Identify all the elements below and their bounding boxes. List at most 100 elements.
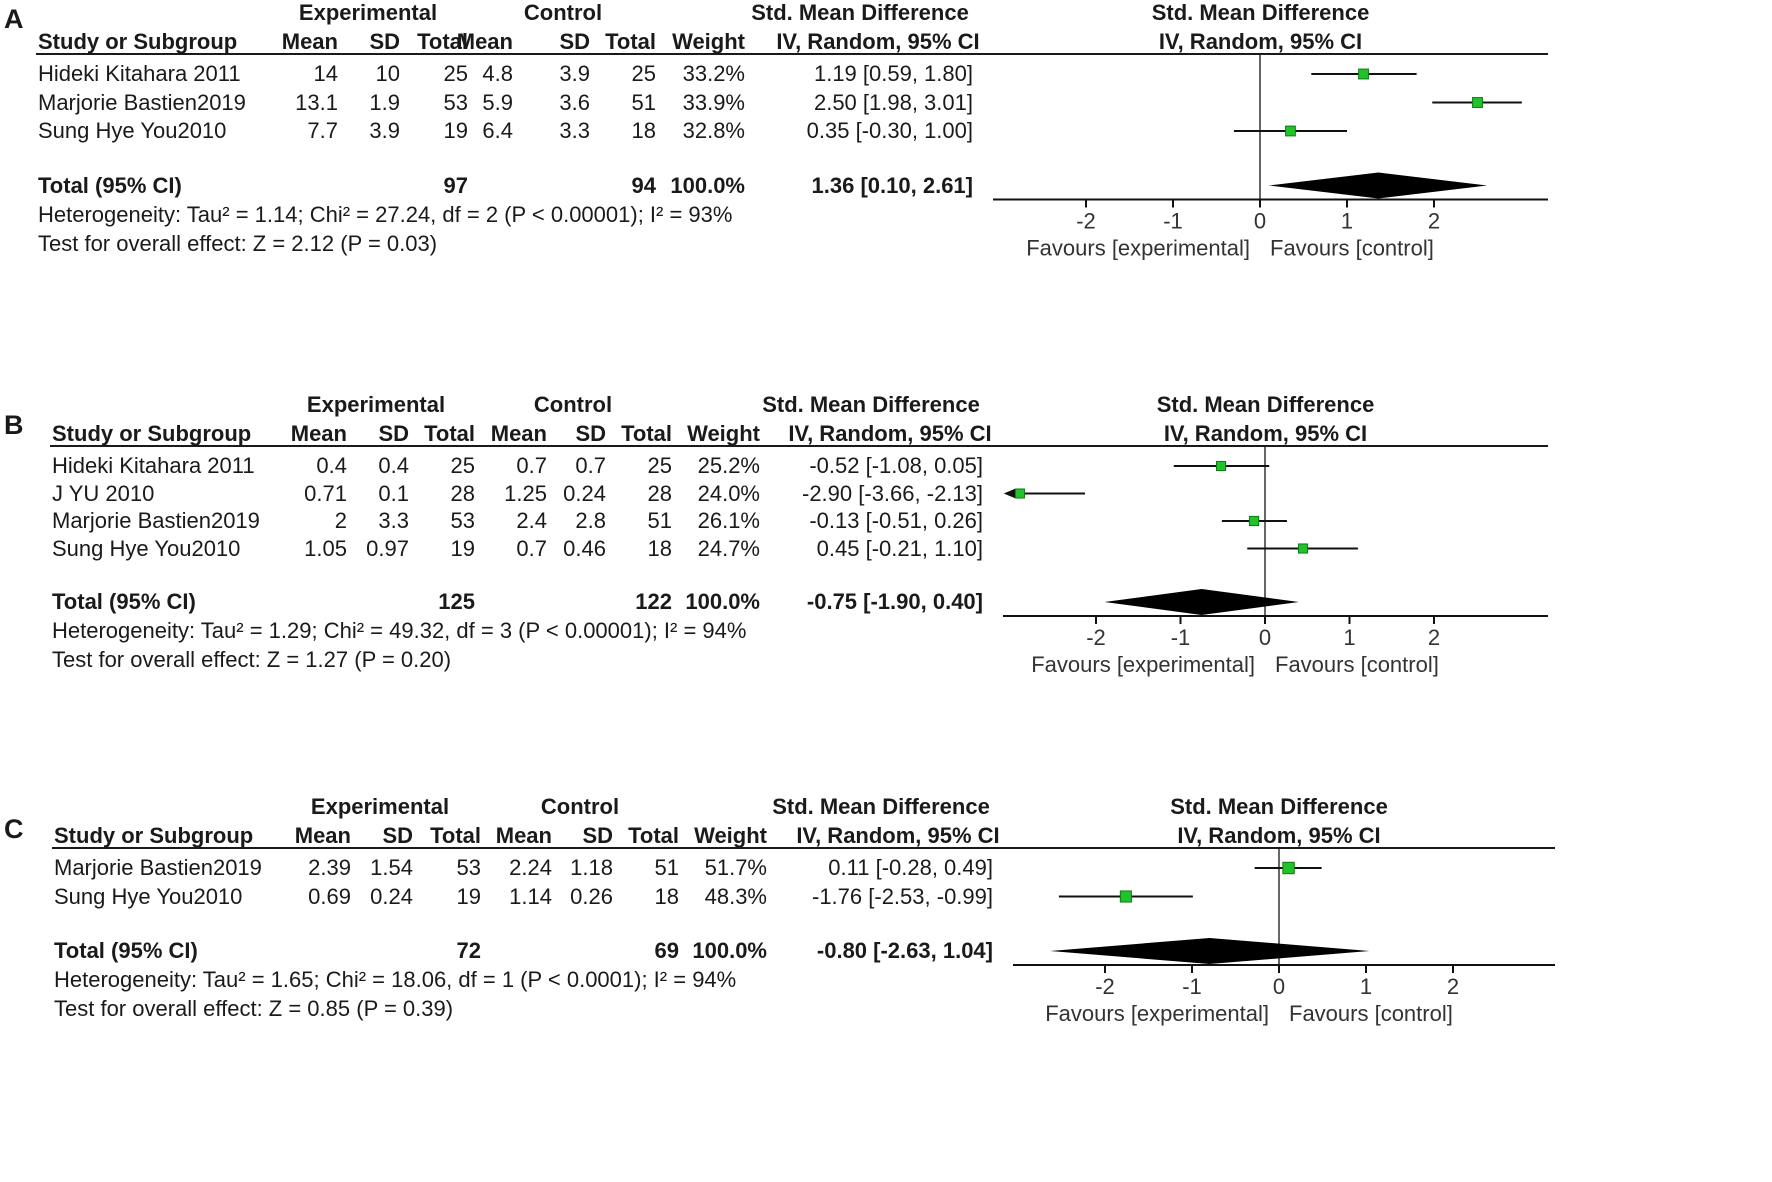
ctl-mean: 4.8 (482, 61, 513, 86)
header-study: Study or Subgroup (38, 29, 238, 54)
exp-total: 53 (456, 855, 481, 880)
ctl-sd: 0.24 (563, 480, 606, 506)
study-ci: 0.35 [-0.30, 1.00] (806, 118, 973, 143)
ci-arrow (1003, 488, 1016, 499)
forest-plot: -2 -1 0 1 2 Favours [experimental] Favours [co… (1003, 447, 1548, 677)
ctl-sd: 0.46 (563, 535, 606, 561)
total-ctl: 69 (654, 938, 679, 963)
study-name: Marjorie Bastien2019 (38, 89, 246, 115)
study-marker (1248, 515, 1260, 527)
exp-total: 19 (450, 535, 475, 561)
header-exp-total: Total (417, 29, 468, 54)
header-weight: Weight (672, 29, 745, 54)
ctl-mean: 2.4 (516, 508, 547, 533)
header-exp-sd: SD (369, 29, 400, 54)
header-plot-title: Std. Mean Difference (1156, 392, 1375, 417)
total-ci: -0.80 [-2.63, 1.04] (816, 938, 993, 963)
exp-mean: 0.69 (308, 883, 351, 909)
header-plot-title: Std. Mean Difference (1151, 0, 1370, 25)
ctl-total: 51 (654, 855, 679, 880)
exp-total: 25 (450, 453, 475, 478)
header-control: Control (540, 794, 620, 819)
total-ci: 1.36 [0.10, 2.61] (811, 172, 973, 198)
header-smd-sub: IV, Random, 95% CI (788, 421, 992, 446)
total-exp: 97 (443, 172, 468, 198)
study-ci: 0.45 [-0.21, 1.10] (816, 535, 983, 561)
study-ci: -0.13 [-0.51, 0.26] (809, 508, 983, 533)
tick-label: -2 (1086, 625, 1106, 650)
ctl-sd: 0.7 (575, 453, 606, 478)
study-marker (1282, 861, 1295, 875)
exp-sd: 3.9 (369, 118, 400, 143)
ctl-mean: 0.7 (516, 535, 547, 561)
heterogeneity-text: Heterogeneity: Tau² = 1.29; Chi² = 49.32… (52, 618, 747, 643)
study-name: J YU 2010 (52, 480, 155, 506)
total-exp: 72 (456, 938, 481, 963)
ctl-sd: 3.6 (559, 89, 590, 115)
total-label: Total (95% CI) (38, 172, 182, 198)
header-study: Study or Subgroup (52, 421, 252, 446)
exp-mean: 0.71 (304, 480, 347, 506)
study-marker (1285, 125, 1296, 137)
study-weight: 32.8% (682, 118, 745, 143)
overall-effect-text: Test for overall effect: Z = 1.27 (P = 0… (52, 647, 452, 672)
ctl-mean: 0.7 (516, 453, 547, 478)
exp-total: 53 (443, 89, 468, 115)
panel-label: B (4, 410, 24, 440)
panel-b: B Experimental Control Std. Mean Difference… (0, 390, 1772, 780)
exp-sd: 0.97 (366, 535, 409, 561)
exp-total: 19 (456, 883, 481, 909)
study-name: Sung Hye You2010 (52, 535, 241, 561)
study-weight: 33.2% (682, 61, 745, 86)
study-weight: 26.1% (697, 508, 760, 533)
header-ctl-sd: SD (559, 29, 590, 54)
header-ctl-total: Total (628, 823, 679, 848)
total-weight: 100.0% (685, 589, 760, 614)
pooled-diamond (1268, 172, 1488, 199)
favours-control-label: Favours [control] (1275, 652, 1439, 677)
tick-label: -2 (1095, 974, 1115, 999)
forest-plot: -2 -1 0 1 2 Favours [experimental] Favours [co… (1013, 849, 1555, 1026)
overall-effect-text: Test for overall effect: Z = 2.12 (P = 0… (38, 230, 438, 256)
header-ctl-total: Total (621, 421, 672, 446)
total-weight: 100.0% (692, 938, 767, 963)
ctl-sd: 3.9 (559, 61, 590, 86)
total-ctl: 94 (631, 172, 656, 198)
favours-control-label: Favours [control] (1270, 236, 1434, 261)
exp-sd: 0.4 (378, 453, 409, 478)
exp-sd: 1.9 (369, 89, 400, 115)
total-label: Total (95% CI) (52, 589, 196, 614)
tick-label: 1 (1343, 625, 1355, 650)
header-experimental: Experimental (306, 392, 446, 417)
exp-total: 25 (443, 61, 468, 86)
exp-total: 28 (450, 480, 475, 506)
study-ci: -0.52 [-1.08, 0.05] (809, 453, 983, 478)
header-smd: Std. Mean Difference (762, 392, 980, 417)
header-ctl-total: Total (605, 29, 656, 54)
ctl-total: 28 (647, 480, 672, 506)
ctl-total: 18 (631, 118, 656, 143)
exp-total: 53 (450, 508, 475, 533)
panel-label: A (4, 4, 24, 34)
header-weight: Weight (687, 421, 760, 446)
header-rule (50, 445, 1548, 447)
exp-sd: 10 (375, 61, 400, 86)
study-marker (1215, 460, 1227, 472)
ctl-mean: 1.25 (504, 480, 547, 506)
header-plot-subtitle: IV, Random, 95% CI (1163, 421, 1368, 446)
total-ci: -0.75 [-1.90, 0.40] (806, 589, 983, 614)
header-study: Study or Subgroup (54, 823, 254, 848)
header-ctl-sd: SD (582, 823, 613, 848)
exp-sd: 3.3 (378, 508, 409, 533)
header-exp-sd: SD (382, 823, 413, 848)
exp-sd: 0.24 (370, 883, 413, 909)
header-control: Control (523, 0, 603, 25)
tick-label: -1 (1171, 625, 1191, 650)
favours-experimental-label: Favours [experimental] (1031, 652, 1255, 677)
panel-c: C Experimental Control Std. Mean Difference… (0, 792, 1772, 1182)
header-control: Control (533, 392, 613, 417)
ctl-total: 51 (631, 89, 656, 115)
study-marker (1119, 890, 1132, 903)
header-experimental: Experimental (298, 0, 438, 25)
header-rule (52, 847, 1555, 849)
